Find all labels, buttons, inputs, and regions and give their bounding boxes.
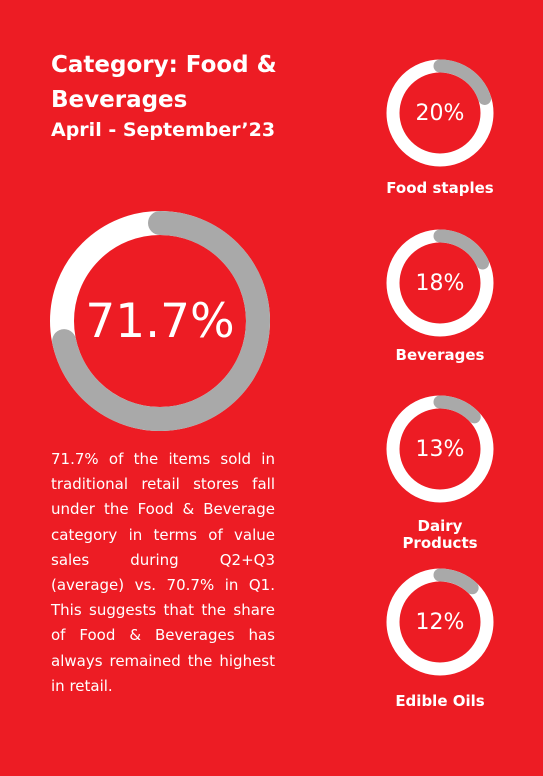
label-beverages: Beverages: [395, 346, 485, 364]
donut-value-food-staples: 20%: [415, 100, 465, 126]
label-food-staples: Food staples: [386, 179, 494, 197]
donut-arc-edible-oils: [433, 568, 479, 595]
main-donut-arc: [52, 211, 270, 431]
label-edible-oils: Edible Oils: [395, 692, 485, 710]
donut-edible-oils: 12%: [385, 567, 495, 677]
donut-beverages: 18%: [385, 228, 495, 338]
donut-dairy-products: 13%: [385, 394, 495, 504]
donut-arc-beverages: [433, 229, 490, 270]
page-title: Category: Food & Beverages: [51, 52, 277, 113]
label-dairy-products: Dairy Products: [402, 517, 478, 552]
main-donut-chart: 71.7%: [50, 211, 270, 431]
main-donut-value: 71.7%: [85, 293, 235, 349]
page-subtitle: April - September’23: [51, 119, 276, 141]
donut-value-dairy-products: 13%: [415, 436, 465, 462]
donut-food-staples: 20%: [385, 58, 495, 168]
donut-arc-food-staples: [433, 59, 492, 105]
donut-value-beverages: 18%: [415, 270, 465, 296]
donut-arc-dairy-products: [433, 395, 481, 424]
donut-value-edible-oils: 12%: [415, 609, 465, 635]
main-donut-svg: [50, 211, 270, 431]
description-text: 71.7% of the items sold in traditional r…: [51, 450, 275, 695]
